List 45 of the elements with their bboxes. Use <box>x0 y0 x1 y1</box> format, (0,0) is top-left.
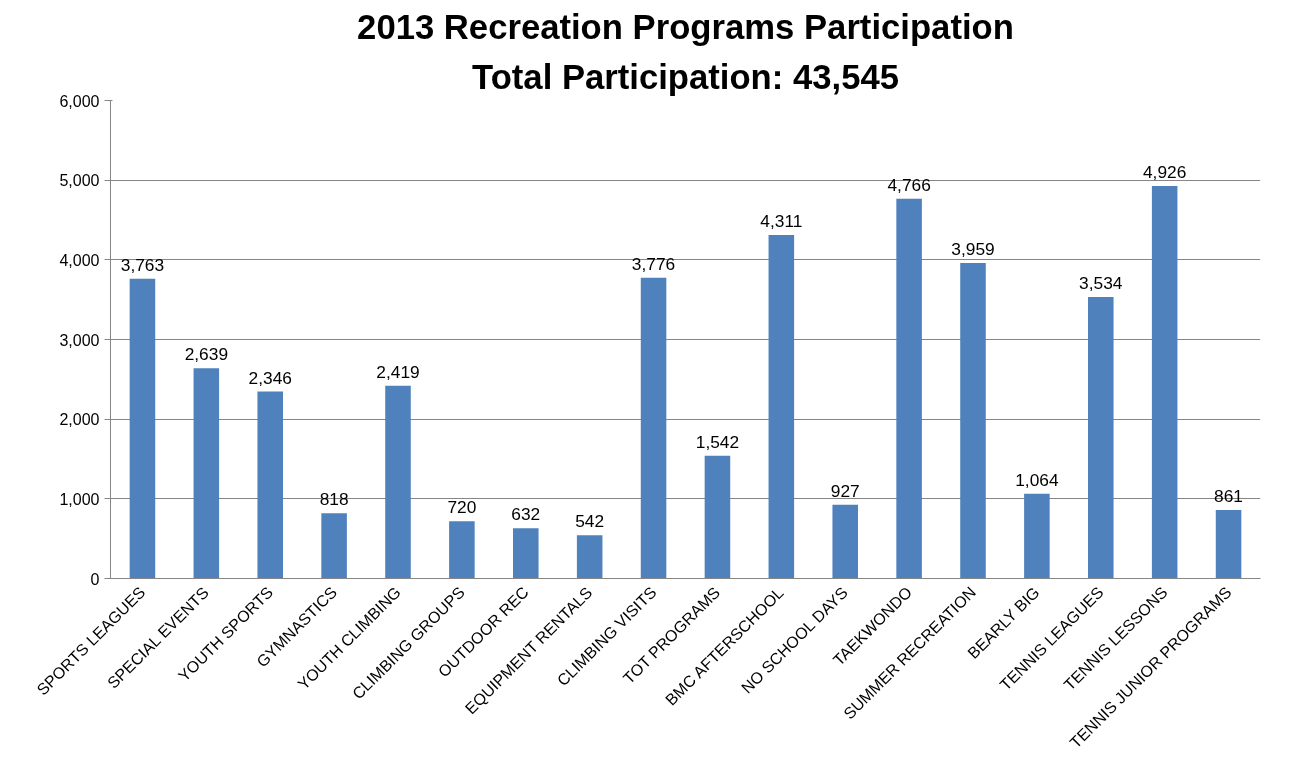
bar <box>321 513 347 579</box>
bar <box>640 277 667 579</box>
data-label: 2,639 <box>184 344 229 365</box>
y-tick-label: 4,000 <box>59 251 100 269</box>
bar <box>960 263 986 579</box>
data-label: 927 <box>830 480 860 501</box>
data-label: 818 <box>319 489 349 510</box>
bar <box>193 368 220 579</box>
bar <box>129 278 156 579</box>
bar <box>1088 296 1114 579</box>
bar <box>768 235 795 579</box>
data-label: 3,534 <box>1079 272 1123 293</box>
data-label: 2,419 <box>376 361 420 382</box>
data-label: 632 <box>511 504 541 525</box>
bar <box>1215 509 1242 579</box>
y-tick-label: 2,000 <box>59 411 100 429</box>
y-tick-label: 1,000 <box>59 490 100 508</box>
chart-subtitle: Total Participation: 43,545 <box>472 57 899 96</box>
data-label: 542 <box>575 511 605 532</box>
data-label: 720 <box>447 497 477 518</box>
bar <box>1024 493 1050 579</box>
bar <box>832 504 858 579</box>
data-label: 861 <box>1214 485 1244 506</box>
bar <box>704 455 731 579</box>
data-label: 2,346 <box>248 367 292 388</box>
y-tick-label: 3,000 <box>59 331 100 349</box>
chart-title: 2013 Recreation Programs Participation <box>357 7 1014 46</box>
bar <box>257 391 283 579</box>
y-tick-label: 5,000 <box>59 172 100 190</box>
bar <box>576 535 603 579</box>
bar <box>449 521 475 579</box>
data-label: 3,959 <box>951 239 995 260</box>
data-label: 3,776 <box>631 253 676 274</box>
data-label: 4,311 <box>760 211 803 232</box>
data-label: 4,926 <box>1142 162 1187 183</box>
data-label: 3,763 <box>120 254 165 275</box>
bar <box>385 385 411 579</box>
y-tick-label: 6,000 <box>59 92 100 110</box>
bar <box>1151 186 1178 579</box>
data-label: 1,542 <box>695 431 740 452</box>
bar <box>896 198 922 579</box>
data-label: 4,766 <box>887 174 931 195</box>
y-tick-label: 0 <box>90 570 100 588</box>
data-label: 1,064 <box>1015 469 1059 490</box>
bar <box>513 528 539 579</box>
